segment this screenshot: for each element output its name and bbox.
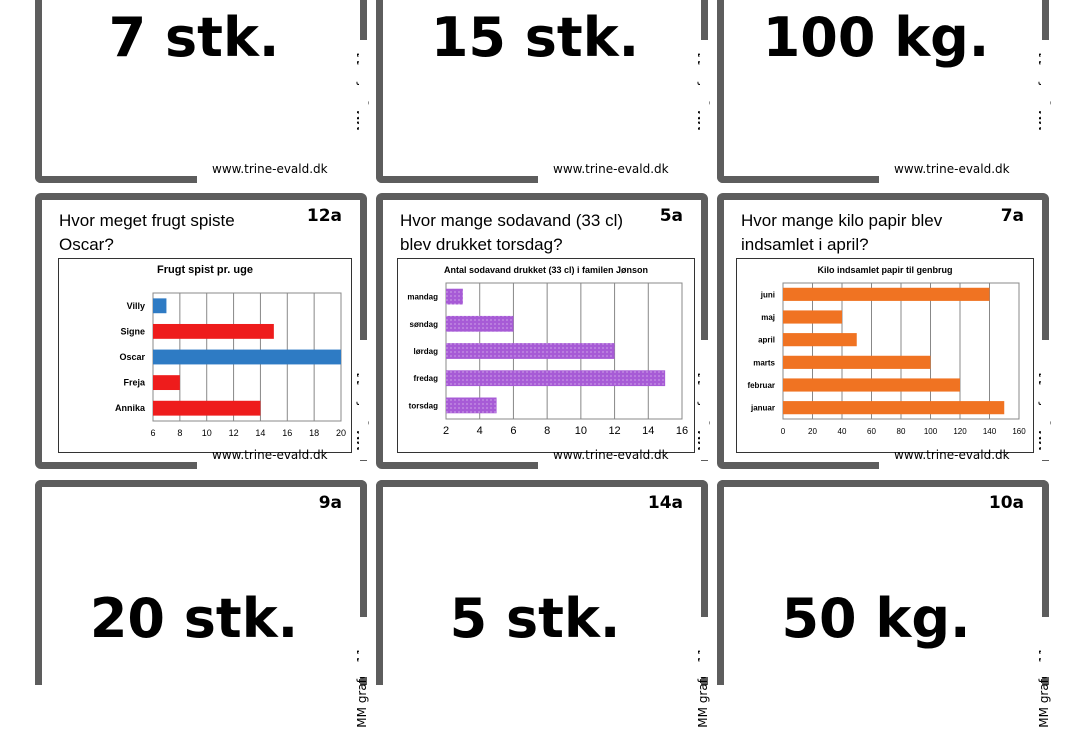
x-tick-label: 0 <box>781 427 786 436</box>
site-url: www.trine-evald.dk <box>894 448 1010 462</box>
answer-value: 15 stk. <box>430 6 640 69</box>
bar <box>153 323 274 339</box>
chart-frame: Kilo indsamlet papir til genbrug 0 20 40 60 8… <box>736 258 1034 453</box>
x-tick-label: 60 <box>867 427 876 436</box>
category-label: Freja <box>123 378 146 388</box>
bar <box>783 287 990 301</box>
question-text: Hvor mange kilo papir blev indsamlet i a… <box>741 211 943 254</box>
card-code: 12a <box>306 206 342 226</box>
category-label: fredag <box>414 374 439 383</box>
bar <box>446 370 666 387</box>
answer-value: 7 stk. <box>108 6 280 69</box>
fruit-chart: Frugt spist pr. uge 6 8 10 12 14 16 18 20 Villy Si… <box>115 264 346 438</box>
category-label: januar <box>750 404 775 413</box>
x-tick-label: 20 <box>336 428 346 438</box>
category-label: marts <box>753 358 775 367</box>
x-tick-label: 80 <box>897 427 906 436</box>
x-tick-label: 14 <box>642 425 654 437</box>
x-tick-label: 20 <box>808 427 817 436</box>
category-label: lørdag <box>414 347 439 356</box>
bar <box>153 349 341 365</box>
x-tick-label: 40 <box>838 427 847 436</box>
chart-title: Frugt spist pr. uge <box>157 264 253 276</box>
chart-frame: Frugt spist pr. uge 6 8 10 12 14 16 18 20 Villy Si… <box>58 258 352 453</box>
chart-frame: Antal sodavand drukket (33 cl) i familen… <box>397 258 695 453</box>
card-code: 9a <box>318 493 342 513</box>
x-tick-label: 8 <box>177 428 182 438</box>
site-url: www.trine-evald.dk <box>553 448 669 462</box>
site-url: www.trine-evald.dk <box>553 162 669 176</box>
x-tick-label: 6 <box>150 428 155 438</box>
bar <box>446 288 463 305</box>
card-code: 14a <box>647 493 683 513</box>
chart-title: Antal sodavand drukket (33 cl) i familen… <box>444 265 648 275</box>
category-label: Signe <box>120 326 145 336</box>
answer-value: 5 stk. <box>449 587 621 650</box>
x-tick-label: 14 <box>255 428 265 438</box>
answer-card-bottom-2: 14a 5 stk. MM grafer 11a <box>376 480 710 728</box>
category-label: februar <box>747 381 775 390</box>
x-tick-label: 8 <box>544 425 550 437</box>
x-tick-label: 12 <box>229 428 239 438</box>
category-label: april <box>758 336 775 345</box>
category-label: Oscar <box>119 352 145 362</box>
answer-card-top-3: 100 kg. MM grafer 11a www.trine-evald.dk <box>717 0 1055 190</box>
card-code: 10a <box>988 493 1024 513</box>
soda-chart: Antal sodavand drukket (33 cl) i familen… <box>407 265 688 437</box>
paper-chart: Kilo indsamlet papir til genbrug 0 20 40 60 8… <box>747 265 1026 436</box>
x-tick-label: 6 <box>510 425 516 437</box>
category-label: juni <box>760 290 775 299</box>
bar <box>783 378 960 392</box>
bar <box>446 343 615 359</box>
bar <box>153 400 261 416</box>
bar <box>153 375 180 391</box>
x-tick-label: 10 <box>202 428 212 438</box>
bar <box>446 315 514 332</box>
question-card-3: Hvor mange kilo papir blev indsamlet i a… <box>717 193 1055 470</box>
category-label: Annika <box>115 403 146 413</box>
bar <box>446 397 497 414</box>
x-tick-label: 10 <box>575 425 587 437</box>
site-url: www.trine-evald.dk <box>212 162 328 176</box>
answer-value: 20 stk. <box>89 587 299 650</box>
x-tick-label: 2 <box>443 425 449 437</box>
x-tick-label: 16 <box>676 425 688 437</box>
x-tick-label: 140 <box>983 427 997 436</box>
bar <box>783 333 857 347</box>
category-label: torsdag <box>409 401 438 410</box>
chart-title: Kilo indsamlet papir til genbrug <box>817 265 952 275</box>
x-tick-label: 160 <box>1012 427 1026 436</box>
bar <box>783 401 1005 415</box>
category-label: maj <box>761 313 775 322</box>
x-tick-label: 16 <box>282 428 292 438</box>
x-tick-label: 18 <box>309 428 319 438</box>
site-url: www.trine-evald.dk <box>212 448 328 462</box>
answer-card-bottom-3: 10a 50 kg. MM grafer 11a <box>717 480 1051 728</box>
question-text: Hvor mange sodavand (33 cl) blev drukket… <box>400 211 624 254</box>
category-label: Villy <box>127 301 145 311</box>
question-card-2: Hvor mange sodavand (33 cl) blev drukket… <box>376 193 714 470</box>
card-code: 5a <box>659 206 683 226</box>
x-tick-label: 120 <box>953 427 967 436</box>
question-text: Hvor meget frugt spiste Oscar? <box>59 211 235 254</box>
bar <box>153 298 167 314</box>
category-label: mandag <box>407 293 438 302</box>
answer-card-top-2: 15 stk. MM grafer 11a www.trine-evald.dk <box>376 0 714 190</box>
question-card-1: Hvor meget frugt spiste Oscar? 12a Frugt… <box>35 193 373 470</box>
bar <box>783 355 931 369</box>
bar <box>783 310 842 324</box>
answer-value: 100 kg. <box>762 6 990 69</box>
x-tick-label: 100 <box>924 427 938 436</box>
site-url: www.trine-evald.dk <box>894 162 1010 176</box>
x-tick-label: 4 <box>477 425 483 437</box>
answer-card-bottom-1: 9a 20 stk. MM grafer 11a <box>35 480 369 728</box>
answer-card-top-1: 7 stk. MM grafer 11a www.trine-evald.dk <box>35 0 373 190</box>
category-label: søndag <box>410 320 439 329</box>
answer-value: 50 kg. <box>781 587 971 650</box>
x-tick-label: 12 <box>608 425 620 437</box>
card-code: 7a <box>1000 206 1024 226</box>
